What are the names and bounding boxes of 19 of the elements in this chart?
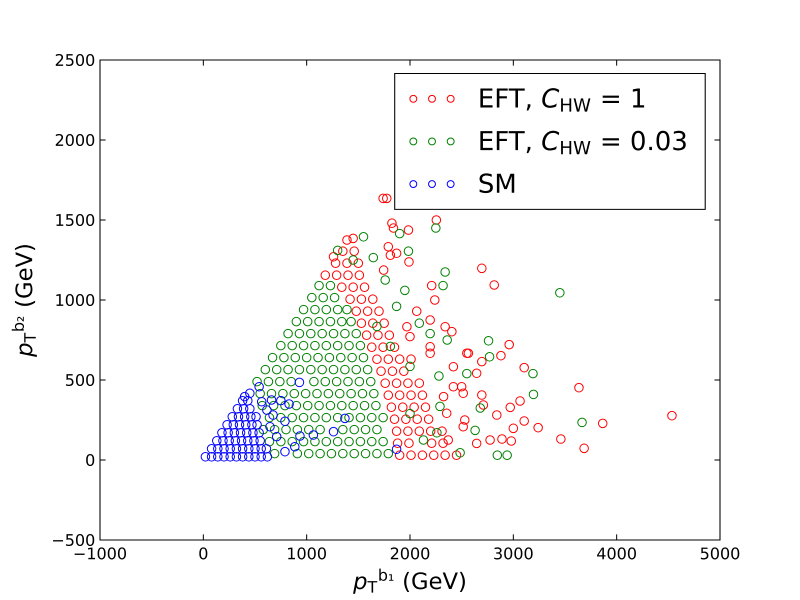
y-tick-label: 2000	[56, 134, 94, 146]
y-tick-label: 2500	[56, 54, 94, 66]
x-tick-label: 0	[199, 547, 208, 560]
x-tick-label: 5000	[700, 547, 740, 560]
y-tick-label: 1500	[56, 214, 94, 226]
x-axis-title: p$_{T}$$^{b₁}$ (GeV)	[353, 568, 465, 594]
y-tick-label: −500	[53, 534, 94, 546]
y-tick-label: 500	[66, 374, 94, 386]
legend-label: SM	[480, 173, 514, 194]
x-tick-label: −1000	[74, 547, 126, 560]
legend-label: EFT, C$_{HW}$ = 0.03	[480, 130, 686, 154]
x-tick-label: 3000	[494, 547, 533, 560]
x-tick-label: 1000	[288, 547, 326, 560]
y-axis-title: p$_{T}$$^{b₂}$ (GeV)	[12, 245, 37, 357]
y-tick-label: 0	[86, 454, 94, 466]
x-tick-label: 4000	[597, 547, 636, 560]
legend-label: EFT, C$_{HW}$ = 1	[480, 88, 644, 112]
y-tick-label: 1000	[56, 294, 94, 306]
x-tick-label: 2000	[390, 547, 430, 560]
